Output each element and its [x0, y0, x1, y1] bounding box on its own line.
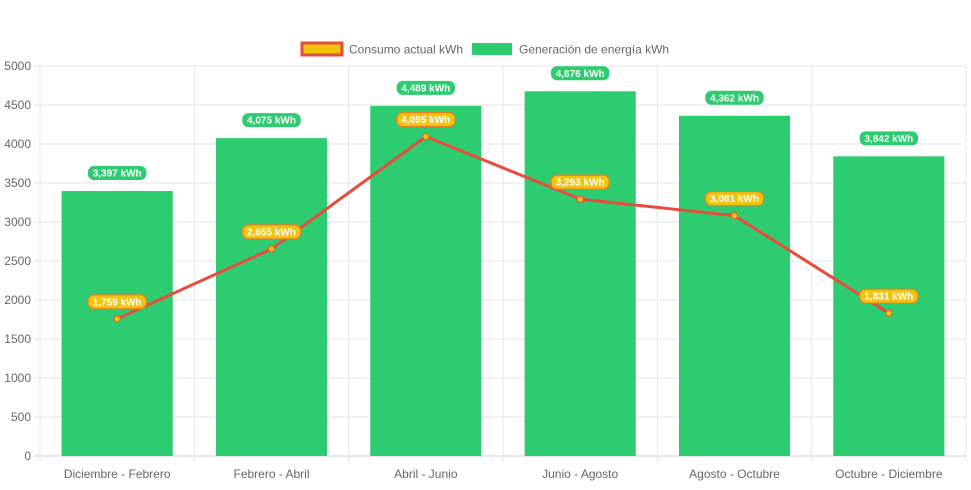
- point-consumo[interactable]: [885, 309, 893, 317]
- data-label-generacion: 4,075 kWh: [242, 113, 301, 128]
- data-label-consumo-text: 1,759 kWh: [93, 297, 142, 308]
- bar-generacion[interactable]: [833, 156, 945, 456]
- bar-series-generacion: [61, 91, 945, 456]
- data-label-generacion-text: 3,842 kWh: [864, 134, 913, 145]
- x-tick-label: Abril - Junio: [394, 467, 458, 481]
- legend-swatch-generacion: [472, 43, 512, 55]
- gridlines: [34, 65, 967, 462]
- data-label-consumo: 1,759 kWh: [87, 294, 147, 310]
- y-tick-label: 5000: [4, 59, 31, 73]
- data-labels: 3,397 kWh 4,075 kWh 4,489 kWh 4,676 kWh 4,36…: [87, 66, 919, 310]
- point-consumo[interactable]: [267, 245, 276, 253]
- data-label-generacion-bg: [705, 90, 764, 105]
- data-label-generacion-bg: [396, 80, 456, 95]
- data-label-consumo-bg: [241, 224, 302, 240]
- legend-item-consumo[interactable]: Consumo actual kWh: [300, 41, 463, 57]
- data-label-consumo: 2,655 kWh: [241, 224, 302, 240]
- data-label-consumo-bg: [704, 191, 765, 207]
- y-tick-label: 0: [24, 449, 31, 463]
- x-tick-label: Febrero - Abril: [233, 467, 309, 481]
- x-tick-label: Diciembre - Febrero: [64, 467, 171, 481]
- legend: Consumo actual kWh Generación de energía…: [300, 41, 669, 57]
- data-label-consumo-text: 3,081 kWh: [710, 194, 759, 205]
- y-tick-label: 3000: [4, 215, 31, 229]
- data-label-generacion: 3,842 kWh: [859, 131, 919, 146]
- data-label-generacion-text: 4,676 kWh: [556, 69, 605, 80]
- line-consumo: [116, 135, 890, 321]
- data-label-generacion-bg: [550, 66, 610, 81]
- data-label-generacion-bg: [859, 131, 919, 146]
- bar-generacion[interactable]: [61, 191, 173, 456]
- y-tick-label: 2000: [4, 293, 31, 307]
- data-label-generacion-text: 4,489 kWh: [401, 83, 450, 94]
- y-tick-label: 4000: [4, 137, 31, 151]
- y-tick-label: 500: [11, 410, 31, 424]
- point-consumo[interactable]: [730, 211, 739, 220]
- y-tick-label: 4500: [4, 98, 31, 112]
- x-tick-label: Agosto - Octubre: [689, 467, 780, 481]
- bar-generacion[interactable]: [215, 138, 328, 456]
- data-label-generacion-bg: [242, 113, 301, 128]
- line-series-consumo: [113, 132, 893, 323]
- point-consumo[interactable]: [113, 315, 121, 323]
- data-label-consumo-text: 1,831 kWh: [864, 292, 913, 303]
- y-tick-label: 3500: [4, 176, 31, 190]
- x-tick-label: Octubre - Diciembre: [835, 467, 943, 481]
- data-label-generacion-bg: [87, 166, 147, 181]
- data-label-consumo-bg: [396, 111, 456, 128]
- data-label-generacion-text: 4,362 kWh: [710, 93, 759, 104]
- data-label-generacion: 4,676 kWh: [550, 66, 610, 81]
- data-label-consumo-text: 3,293 kWh: [556, 178, 605, 189]
- y-axis: 0 500 1000 1500 2000 2500 3000 3500 4000 4500 5000: [4, 59, 31, 463]
- y-tick-label: 2500: [4, 254, 31, 268]
- legend-swatch-consumo: [300, 41, 344, 57]
- legend-label-generacion: Generación de energía kWh: [519, 43, 669, 57]
- data-label-consumo: 1,831 kWh: [859, 288, 919, 304]
- data-label-consumo: 3,081 kWh: [704, 191, 765, 207]
- bar-generacion[interactable]: [370, 105, 482, 456]
- data-label-consumo-text: 2,655 kWh: [247, 227, 296, 238]
- data-label-generacion-text: 4,075 kWh: [247, 116, 296, 127]
- data-label-generacion-text: 3,397 kWh: [93, 169, 142, 180]
- y-tick-label: 1500: [4, 332, 31, 346]
- legend-label-consumo: Consumo actual kWh: [349, 43, 463, 57]
- data-label-consumo: 4,095 kWh: [396, 111, 456, 128]
- data-label-generacion: 4,489 kWh: [396, 80, 456, 95]
- data-label-consumo-bg: [859, 288, 919, 304]
- data-label-generacion: 4,362 kWh: [705, 90, 764, 105]
- data-label-consumo-text: 4,095 kWh: [401, 115, 450, 126]
- data-label-generacion: 3,397 kWh: [87, 166, 147, 181]
- data-label-consumo: 3,293 kWh: [550, 174, 610, 190]
- bar-generacion[interactable]: [678, 115, 791, 456]
- data-label-consumo-bg: [550, 174, 610, 190]
- legend-item-generacion[interactable]: Generación de energía kWh: [472, 43, 669, 57]
- y-tick-label: 1000: [4, 371, 31, 385]
- x-tick-label: Junio - Agosto: [542, 467, 618, 481]
- point-consumo[interactable]: [576, 195, 584, 203]
- point-consumo[interactable]: [422, 132, 430, 141]
- x-axis: Diciembre - Febrero Febrero - Abril Abril …: [64, 467, 943, 481]
- bar-generacion[interactable]: [524, 91, 636, 456]
- data-label-consumo-bg: [87, 294, 147, 310]
